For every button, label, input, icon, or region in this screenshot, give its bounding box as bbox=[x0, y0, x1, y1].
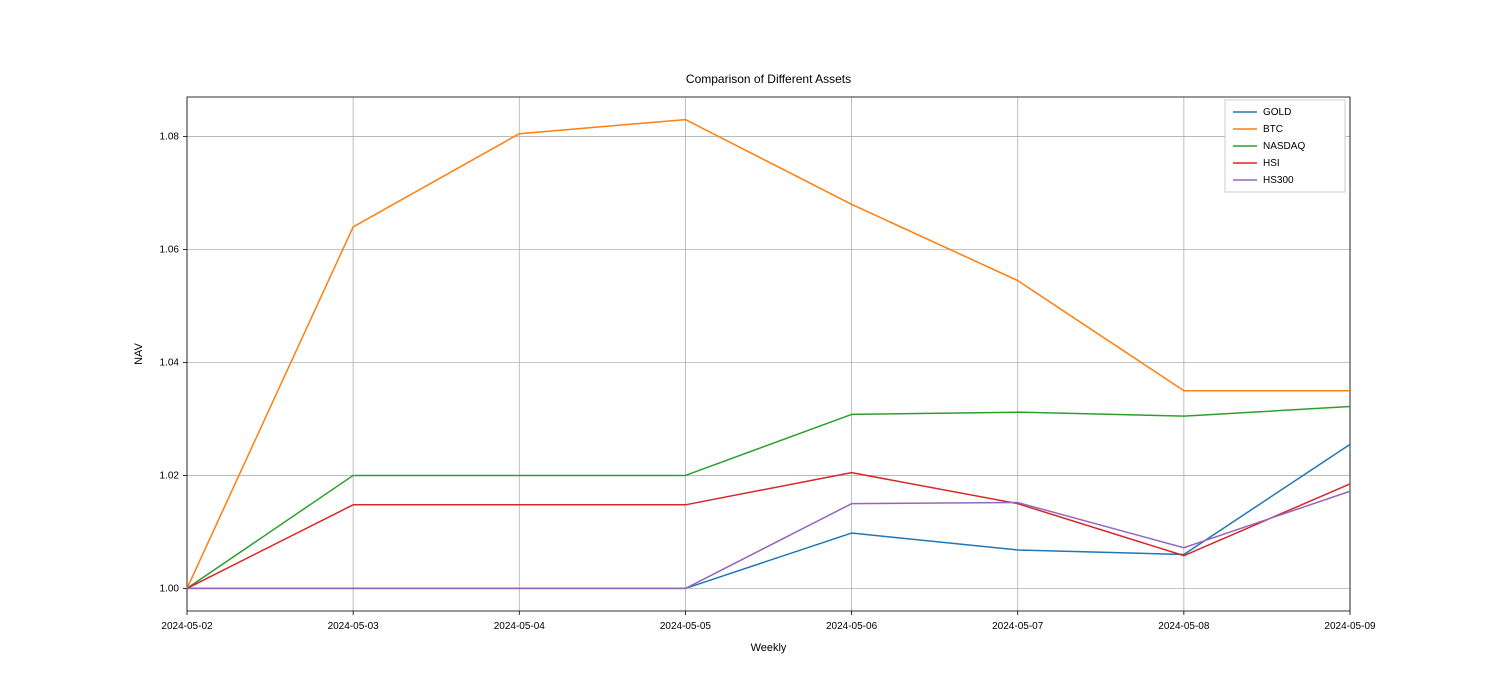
legend-label: BTC bbox=[1263, 124, 1283, 135]
x-tick-label: 2024-05-02 bbox=[161, 621, 213, 632]
y-axis-label: NAV bbox=[133, 342, 145, 364]
x-tick-label: 2024-05-06 bbox=[826, 621, 878, 632]
x-axis-label: Weekly bbox=[751, 642, 787, 654]
x-tick-label: 2024-05-08 bbox=[1158, 621, 1210, 632]
x-tick-label: 2024-05-09 bbox=[1324, 621, 1376, 632]
legend-label: GOLD bbox=[1263, 107, 1291, 118]
line-chart: 2024-05-02 2024-05-03 2024-05-04 2024-05-05… bbox=[0, 0, 1500, 700]
x-tick-label: 2024-05-07 bbox=[992, 621, 1044, 632]
y-tick-label: 1.02 bbox=[160, 470, 180, 481]
chart-title: Comparison of Different Assets bbox=[686, 72, 851, 86]
x-tick-label: 2024-05-04 bbox=[494, 621, 546, 632]
y-tick-label: 1.08 bbox=[160, 132, 180, 143]
y-tick-label: 1.00 bbox=[160, 583, 180, 594]
x-tick-label: 2024-05-05 bbox=[660, 621, 712, 632]
legend-label: HS300 bbox=[1263, 175, 1294, 186]
chart-container: 2024-05-02 2024-05-03 2024-05-04 2024-05-05… bbox=[0, 0, 1500, 700]
y-tick-label: 1.06 bbox=[160, 245, 180, 256]
x-tick-label: 2024-05-03 bbox=[328, 621, 380, 632]
legend-label: HSI bbox=[1263, 158, 1280, 169]
y-tick-label: 1.04 bbox=[160, 357, 180, 368]
legend-label: NASDAQ bbox=[1263, 141, 1305, 152]
